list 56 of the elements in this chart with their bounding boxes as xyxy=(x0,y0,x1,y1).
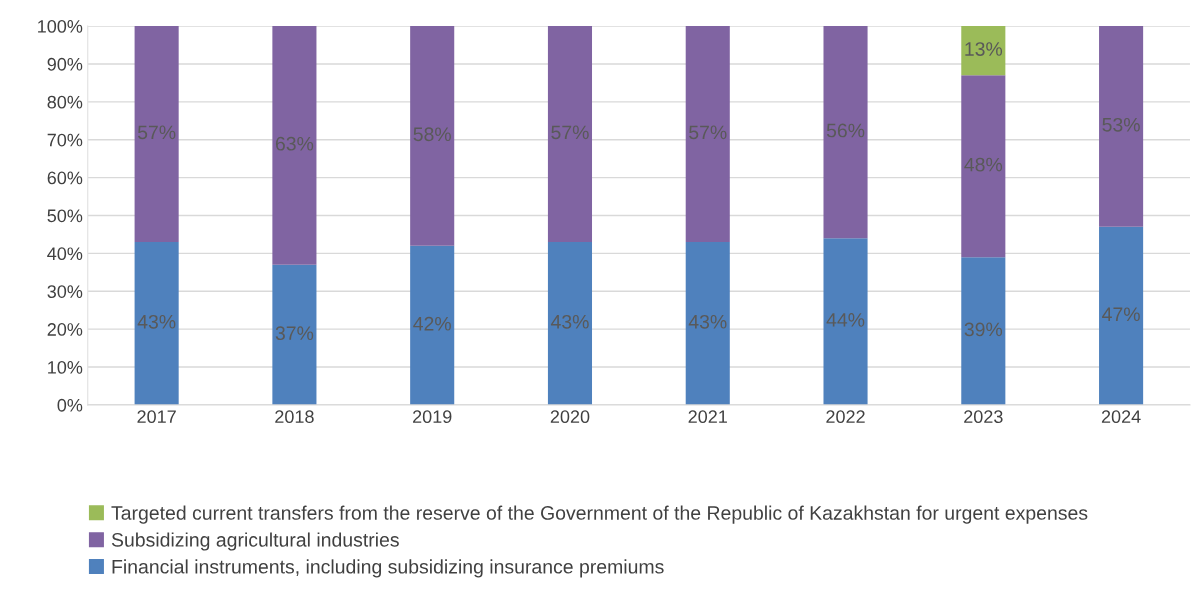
y-tick-label: 50% xyxy=(47,209,83,223)
bar xyxy=(1099,26,1144,227)
bar xyxy=(823,238,868,405)
y-tick-label: 30% xyxy=(47,285,83,298)
data-label: 39% xyxy=(964,322,1003,337)
y-tick-label: 10% xyxy=(48,360,83,374)
x-tick-label: 2022 xyxy=(826,410,865,424)
data-label: 53% xyxy=(1102,117,1140,132)
x-tick-label: 2019 xyxy=(413,410,452,424)
data-label: 43% xyxy=(137,314,176,329)
data-label: 37% xyxy=(275,326,314,341)
bar xyxy=(685,242,730,405)
x-tick-label: 2023 xyxy=(964,410,1003,424)
y-tick-label: 70% xyxy=(47,133,83,147)
bar xyxy=(961,257,1006,405)
legend-label: Targeted current transfers from the reserve of the Government of the Republic of Kazakhstan for urgent expenses xyxy=(111,505,1088,524)
y-tick-label: 40% xyxy=(47,247,83,261)
y-tick-label: 90% xyxy=(47,57,83,71)
bar xyxy=(272,26,317,265)
y-tick-label: 20% xyxy=(47,323,83,336)
data-label: 44% xyxy=(826,313,865,327)
y-tick-label: 0% xyxy=(57,398,83,412)
bar xyxy=(961,75,1006,258)
data-label: 57% xyxy=(137,125,176,140)
y-tick-label: 80% xyxy=(47,95,83,109)
data-label: 43% xyxy=(550,314,589,329)
bar xyxy=(410,26,455,246)
data-label: 63% xyxy=(275,136,314,151)
bar xyxy=(685,26,730,243)
bar xyxy=(961,26,1006,76)
y-tick-label: 60% xyxy=(47,171,83,185)
data-label: 57% xyxy=(551,125,589,140)
data-label: 57% xyxy=(689,125,727,140)
data-label: 56% xyxy=(826,123,865,138)
x-tick-label: 2018 xyxy=(275,410,314,424)
data-label: 43% xyxy=(688,314,727,329)
data-label: 47% xyxy=(1102,307,1140,322)
bar xyxy=(134,26,179,243)
bar xyxy=(1099,226,1144,405)
data-label: 13% xyxy=(965,42,1003,56)
x-tick-label: 2017 xyxy=(137,410,176,424)
data-label: 48% xyxy=(964,157,1003,172)
x-tick-label: 2024 xyxy=(1101,410,1141,424)
legend-label: Financial instruments, including subsidizing insurance premiums xyxy=(112,559,664,578)
data-label: 58% xyxy=(413,127,451,142)
bar xyxy=(547,26,593,243)
legend-label: Subsidizing agricultural industries xyxy=(111,532,399,551)
x-tick-label: 2021 xyxy=(688,410,727,424)
bar xyxy=(410,245,455,405)
bar xyxy=(134,242,179,405)
bar xyxy=(547,242,593,405)
y-tick-label: 100% xyxy=(38,19,83,33)
bar xyxy=(823,26,868,239)
data-label: 42% xyxy=(413,316,451,331)
bar xyxy=(272,264,317,405)
x-tick-label: 2020 xyxy=(550,410,590,424)
